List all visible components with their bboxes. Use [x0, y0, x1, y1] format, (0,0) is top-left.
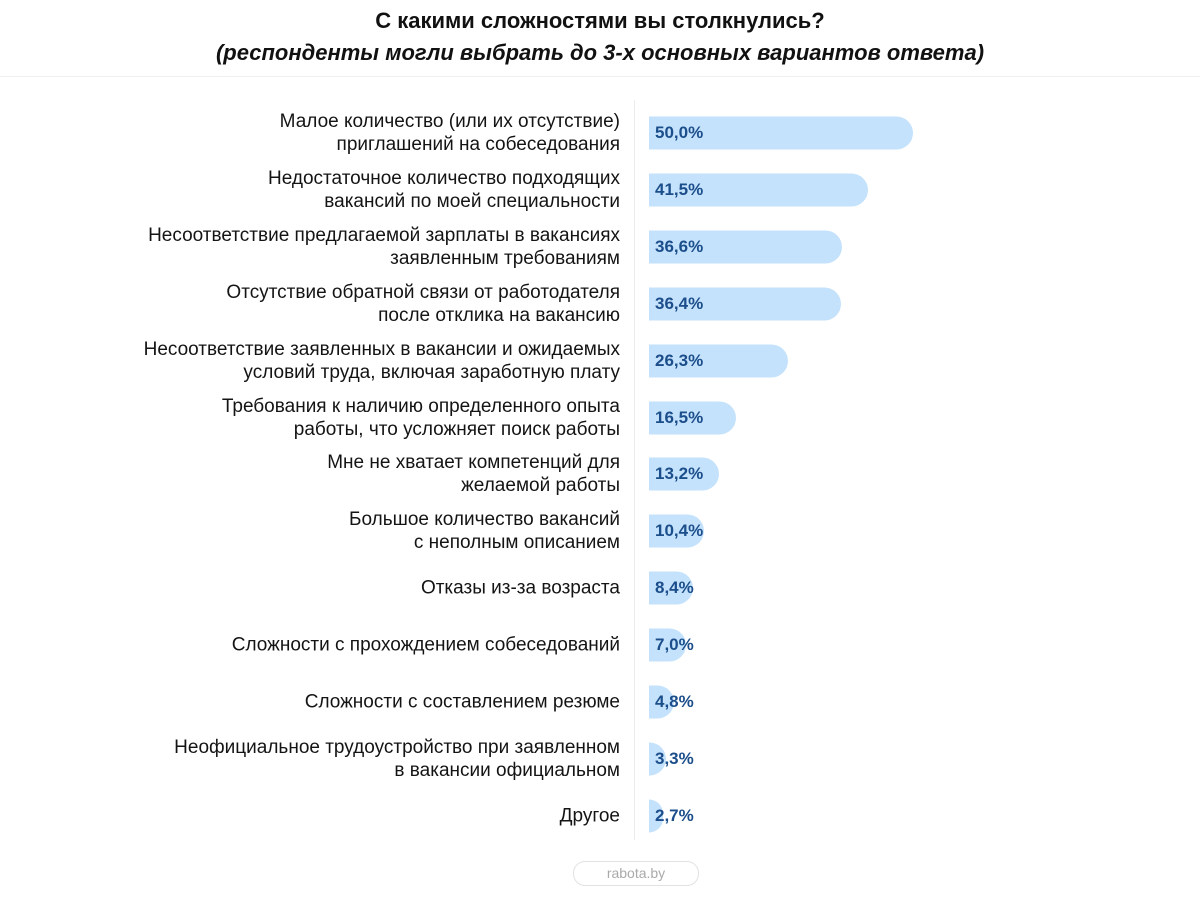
value-label: 4,8% — [655, 692, 694, 711]
value-label: 16,5% — [655, 407, 704, 427]
category-label: Неофициальное трудоустройство при заявле… — [174, 736, 620, 781]
category-label: Требования к наличию определенного опыта… — [221, 395, 620, 440]
category-label: Другое — [559, 805, 620, 827]
chart-title: С какими сложностями вы столкнулись? — [375, 8, 825, 33]
axis-line — [634, 100, 635, 840]
category-label: Отсутствие обратной связи от работодател… — [226, 281, 620, 326]
category-label: Сложности с составлением резюме — [304, 691, 620, 713]
bar-row: Другое 2,7% — [0, 788, 1200, 844]
bar-row: Недостаточное количество подходящих вака… — [0, 162, 1200, 218]
category-label: Недостаточное количество подходящих вака… — [268, 167, 620, 212]
category-label: Несоответствие предлагаемой зарплаты в в… — [148, 224, 620, 269]
bar-row: Несоответствие заявленных в вакансии и о… — [0, 333, 1200, 389]
bar-row: Несоответствие предлагаемой зарплаты в в… — [0, 219, 1200, 275]
value-label: 13,2% — [655, 464, 704, 484]
value-label: 2,7% — [655, 805, 694, 825]
category-label: Отказы из-за возраста — [420, 577, 620, 599]
bar — [649, 230, 843, 264]
value-label: 50,0% — [655, 123, 704, 142]
bar-row: Отсутствие обратной связи от работодател… — [0, 276, 1200, 332]
category-label: Малое количество (или их отсутствие) при… — [279, 111, 620, 155]
bar — [649, 287, 842, 321]
bar-row: Мне не хватает компетенций для желаемой … — [0, 446, 1200, 502]
value-label: 41,5% — [655, 179, 704, 199]
source-badge: rabota.by — [573, 861, 699, 886]
bar — [649, 173, 869, 207]
category-label: Большое количество вакансий с неполным о… — [349, 509, 620, 554]
value-label: 10,4% — [655, 521, 704, 541]
bar-row: Неофициальное трудоустройство при заявле… — [0, 731, 1200, 787]
bar — [649, 514, 704, 548]
bar — [649, 799, 664, 833]
bar — [649, 344, 788, 378]
bar-row: Сложности с составлением резюме 4,8% — [0, 674, 1200, 730]
bar — [649, 628, 686, 662]
value-label: 36,4% — [655, 293, 704, 313]
bar — [649, 742, 667, 776]
header-divider — [0, 76, 1200, 77]
bar-row: Сложности с прохождением собеседований 7,… — [0, 617, 1200, 673]
bar — [649, 401, 737, 434]
value-label: 3,3% — [655, 748, 694, 768]
bar-row: Требования к наличию определенного опыта… — [0, 390, 1200, 446]
bar — [649, 116, 913, 150]
bar-row: Большое количество вакансий с неполным о… — [0, 503, 1200, 559]
bar-row: Малое количество (или их отсутствие) при… — [0, 105, 1200, 161]
value-label: 26,3% — [655, 350, 704, 370]
value-label: 36,6% — [655, 236, 704, 256]
category-label: Мне не хватает компетенций для желаемой … — [327, 452, 620, 497]
bar — [649, 457, 719, 491]
bar-row: Отказы из-за возраста 8,4% — [0, 560, 1200, 616]
chart-subtitle: (респонденты могли выбрать до 3-х основн… — [215, 40, 985, 65]
category-label: Сложности с прохождением собеседований — [231, 634, 620, 656]
bar — [649, 571, 694, 605]
value-label: 8,4% — [655, 578, 694, 598]
category-label: Несоответствие заявленных в вакансии и о… — [143, 338, 620, 383]
value-label: 7,0% — [655, 635, 694, 655]
